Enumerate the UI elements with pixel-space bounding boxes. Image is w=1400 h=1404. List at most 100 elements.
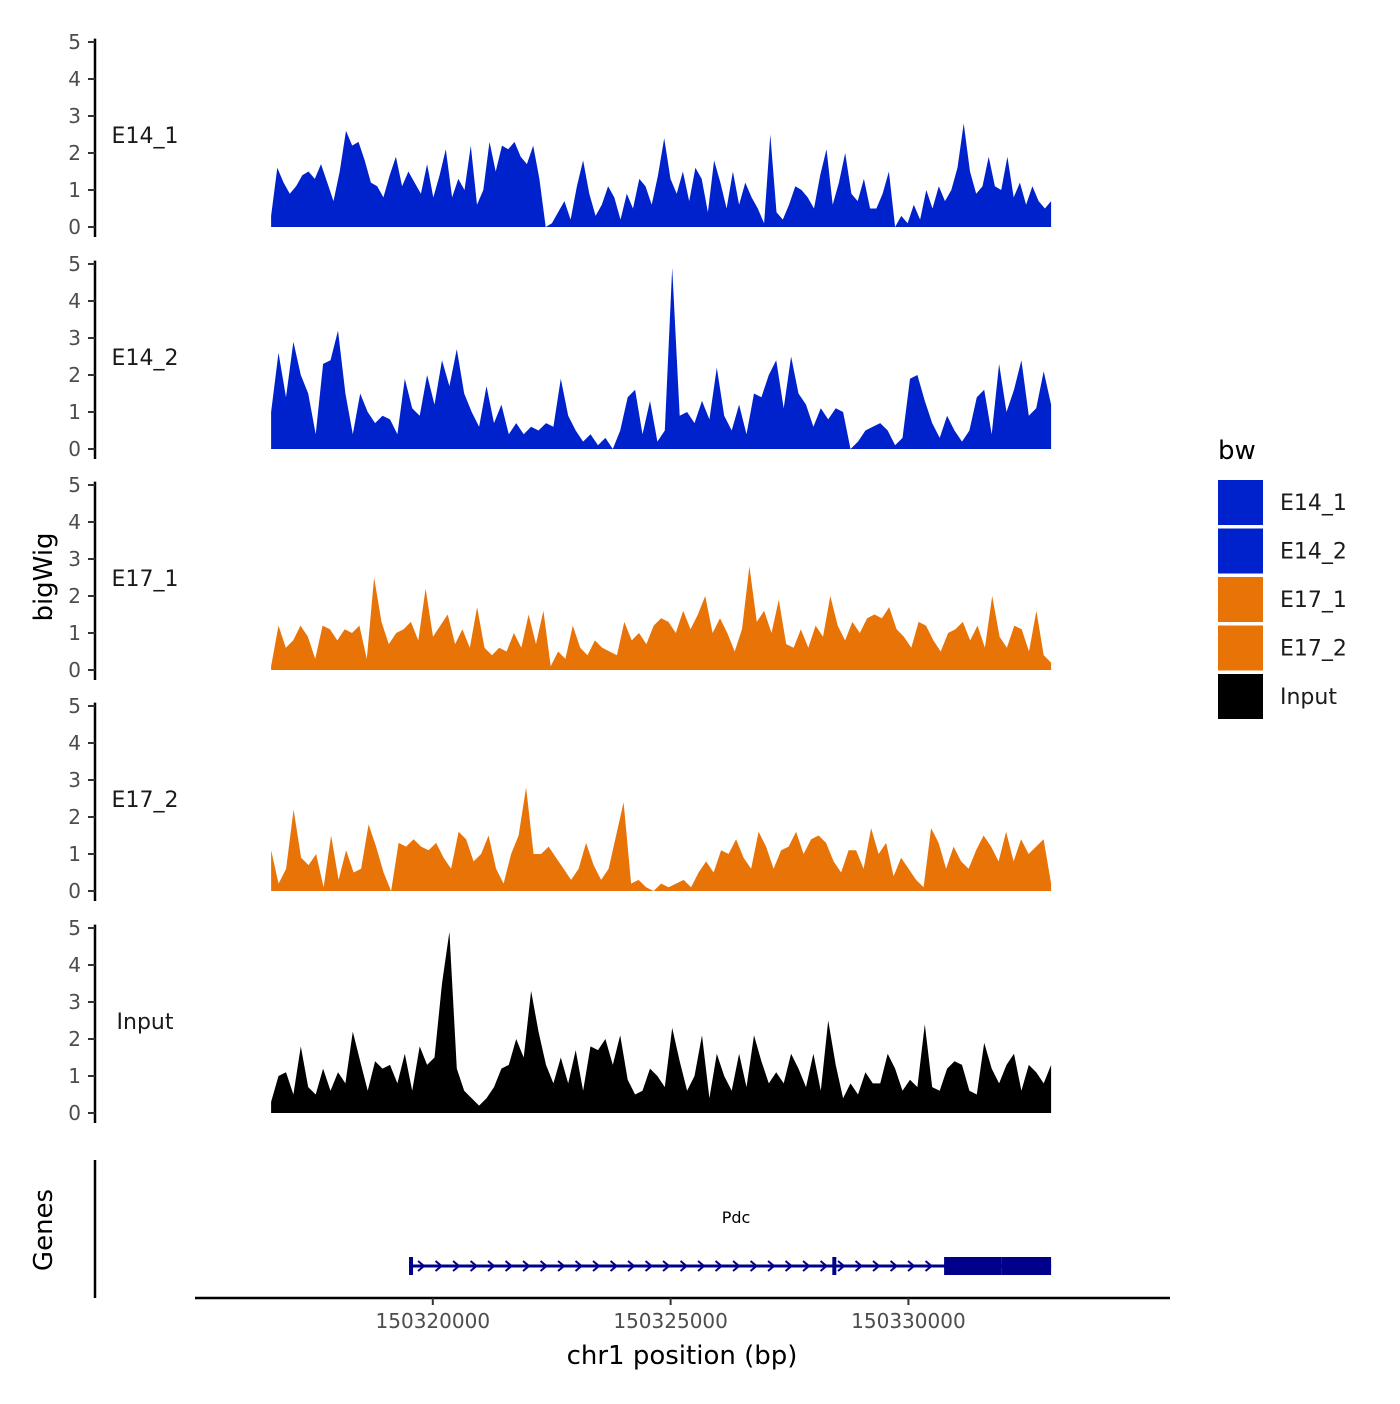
strand-arrow (924, 1260, 934, 1272)
track-label: Input (117, 1010, 174, 1035)
gene-exon (1001, 1257, 1052, 1275)
track-label: E17_2 (112, 788, 179, 813)
strand-arrow (732, 1260, 741, 1272)
legend-label: Input (1280, 685, 1337, 710)
signal-area (271, 566, 1052, 670)
signal-area (271, 931, 1052, 1113)
strand-arrow (889, 1260, 899, 1272)
y-tick-label: 5 (68, 694, 81, 718)
genes-axis-title: Genes (29, 1189, 59, 1271)
y-tick-label: 4 (68, 953, 81, 977)
y-tick-label: 0 (68, 1101, 81, 1125)
y-tick-label: 2 (68, 584, 81, 608)
legend-swatch (1218, 625, 1263, 671)
strand-arrow (592, 1260, 601, 1272)
x-axis-title: chr1 position (bp) (567, 1341, 798, 1371)
y-tick-label: 0 (68, 658, 81, 682)
track-e14-2: 0 1 2 3 4 5 E14_2 (68, 252, 1052, 461)
gene-name-label: Pdc (722, 1208, 751, 1227)
y-tick-label: 4 (68, 67, 81, 91)
signal-area (271, 787, 1052, 891)
strand-arrow (662, 1260, 671, 1272)
x-axis: 150320000 150325000 150330000 (195, 1296, 1170, 1333)
y-tick-label: 0 (68, 215, 81, 239)
y-tick-label: 3 (68, 990, 81, 1014)
track-input: 0 1 2 3 4 5 Input (68, 916, 1052, 1125)
x-tick-label: 150320000 (376, 1309, 491, 1333)
y-tick-label: 2 (68, 1027, 81, 1051)
y-tick-label: 1 (68, 621, 81, 645)
strand-arrow (574, 1260, 584, 1272)
legend-label: E17_2 (1280, 637, 1347, 662)
strand-arrow (539, 1260, 549, 1272)
y-tick-label: 5 (68, 916, 81, 940)
legend-label: E17_1 (1280, 588, 1347, 613)
gene-exon (944, 1257, 1002, 1275)
y-tick-label: 1 (68, 178, 81, 202)
tracks-layer: 0 1 2 3 4 5 E14_1 0 1 2 3 4 5 E14_2 0 1 2 3 4 5 E17_1 0 1 2 3 4 5 E… (68, 30, 1052, 1125)
legend-swatch (1218, 577, 1263, 622)
y-tick-label: 3 (68, 326, 81, 350)
gene-exon-mark (832, 1257, 837, 1275)
strand-arrow (872, 1260, 881, 1272)
genes-layer: Pdc (93, 1160, 1052, 1298)
signal-area (271, 267, 1052, 449)
legend: bw E14_1 E14_2 E17_1 E17_2 Input (1218, 436, 1347, 719)
y-tick-label: 5 (68, 252, 81, 276)
strand-arrow (697, 1260, 706, 1272)
track-label: E14_1 (112, 124, 179, 149)
y-tick-label: 2 (68, 363, 81, 387)
strand-arrow (679, 1260, 689, 1272)
strand-arrow (522, 1260, 531, 1272)
y-tick-label: 3 (68, 768, 81, 792)
strand-arrow (749, 1260, 759, 1272)
track-label: E17_1 (112, 567, 179, 592)
strand-arrow (837, 1260, 846, 1272)
strand-arrow (784, 1260, 794, 1272)
gene-exon-mark (409, 1257, 414, 1275)
y-tick-label: 0 (68, 879, 81, 903)
x-tick-label: 150330000 (851, 1309, 966, 1333)
strand-arrow (469, 1260, 479, 1272)
strand-arrow (627, 1260, 636, 1272)
y-tick-label: 3 (68, 547, 81, 571)
strand-arrow (802, 1260, 811, 1272)
legend-title: bw (1218, 436, 1256, 466)
legend-swatch (1218, 480, 1263, 525)
strand-arrow (417, 1260, 426, 1272)
x-tick-label: 150325000 (613, 1309, 728, 1333)
track-e17-2: 0 1 2 3 4 5 E17_2 (68, 694, 1052, 903)
strand-arrow (714, 1260, 724, 1272)
strand-arrow (434, 1260, 444, 1272)
y-tick-label: 1 (68, 1064, 81, 1088)
track-label: E14_2 (112, 346, 179, 371)
legend-swatch (1218, 528, 1263, 574)
strand-arrow (819, 1260, 829, 1272)
y-tick-label: 2 (68, 141, 81, 165)
strand-arrow (487, 1260, 496, 1272)
y-tick-label: 4 (68, 731, 81, 755)
strand-arrow (907, 1260, 916, 1272)
track-e14-1: 0 1 2 3 4 5 E14_1 (68, 30, 1052, 239)
y-axis-title: bigWig (29, 532, 59, 621)
y-tick-label: 1 (68, 400, 81, 424)
y-tick-label: 3 (68, 104, 81, 128)
y-tick-label: 4 (68, 510, 81, 534)
signal-area (271, 123, 1052, 227)
strand-arrow (767, 1260, 776, 1272)
strand-arrow (644, 1260, 654, 1272)
strand-arrow (557, 1260, 566, 1272)
legend-label: E14_2 (1280, 540, 1347, 565)
y-tick-label: 5 (68, 473, 81, 497)
y-tick-label: 4 (68, 289, 81, 313)
y-tick-label: 5 (68, 30, 81, 54)
y-tick-label: 1 (68, 842, 81, 866)
strand-arrow (854, 1260, 864, 1272)
strand-arrow (452, 1260, 461, 1272)
strand-arrow (609, 1260, 619, 1272)
strand-arrow (504, 1260, 514, 1272)
track-e17-1: 0 1 2 3 4 5 E17_1 (68, 473, 1052, 682)
y-tick-label: 2 (68, 805, 81, 829)
